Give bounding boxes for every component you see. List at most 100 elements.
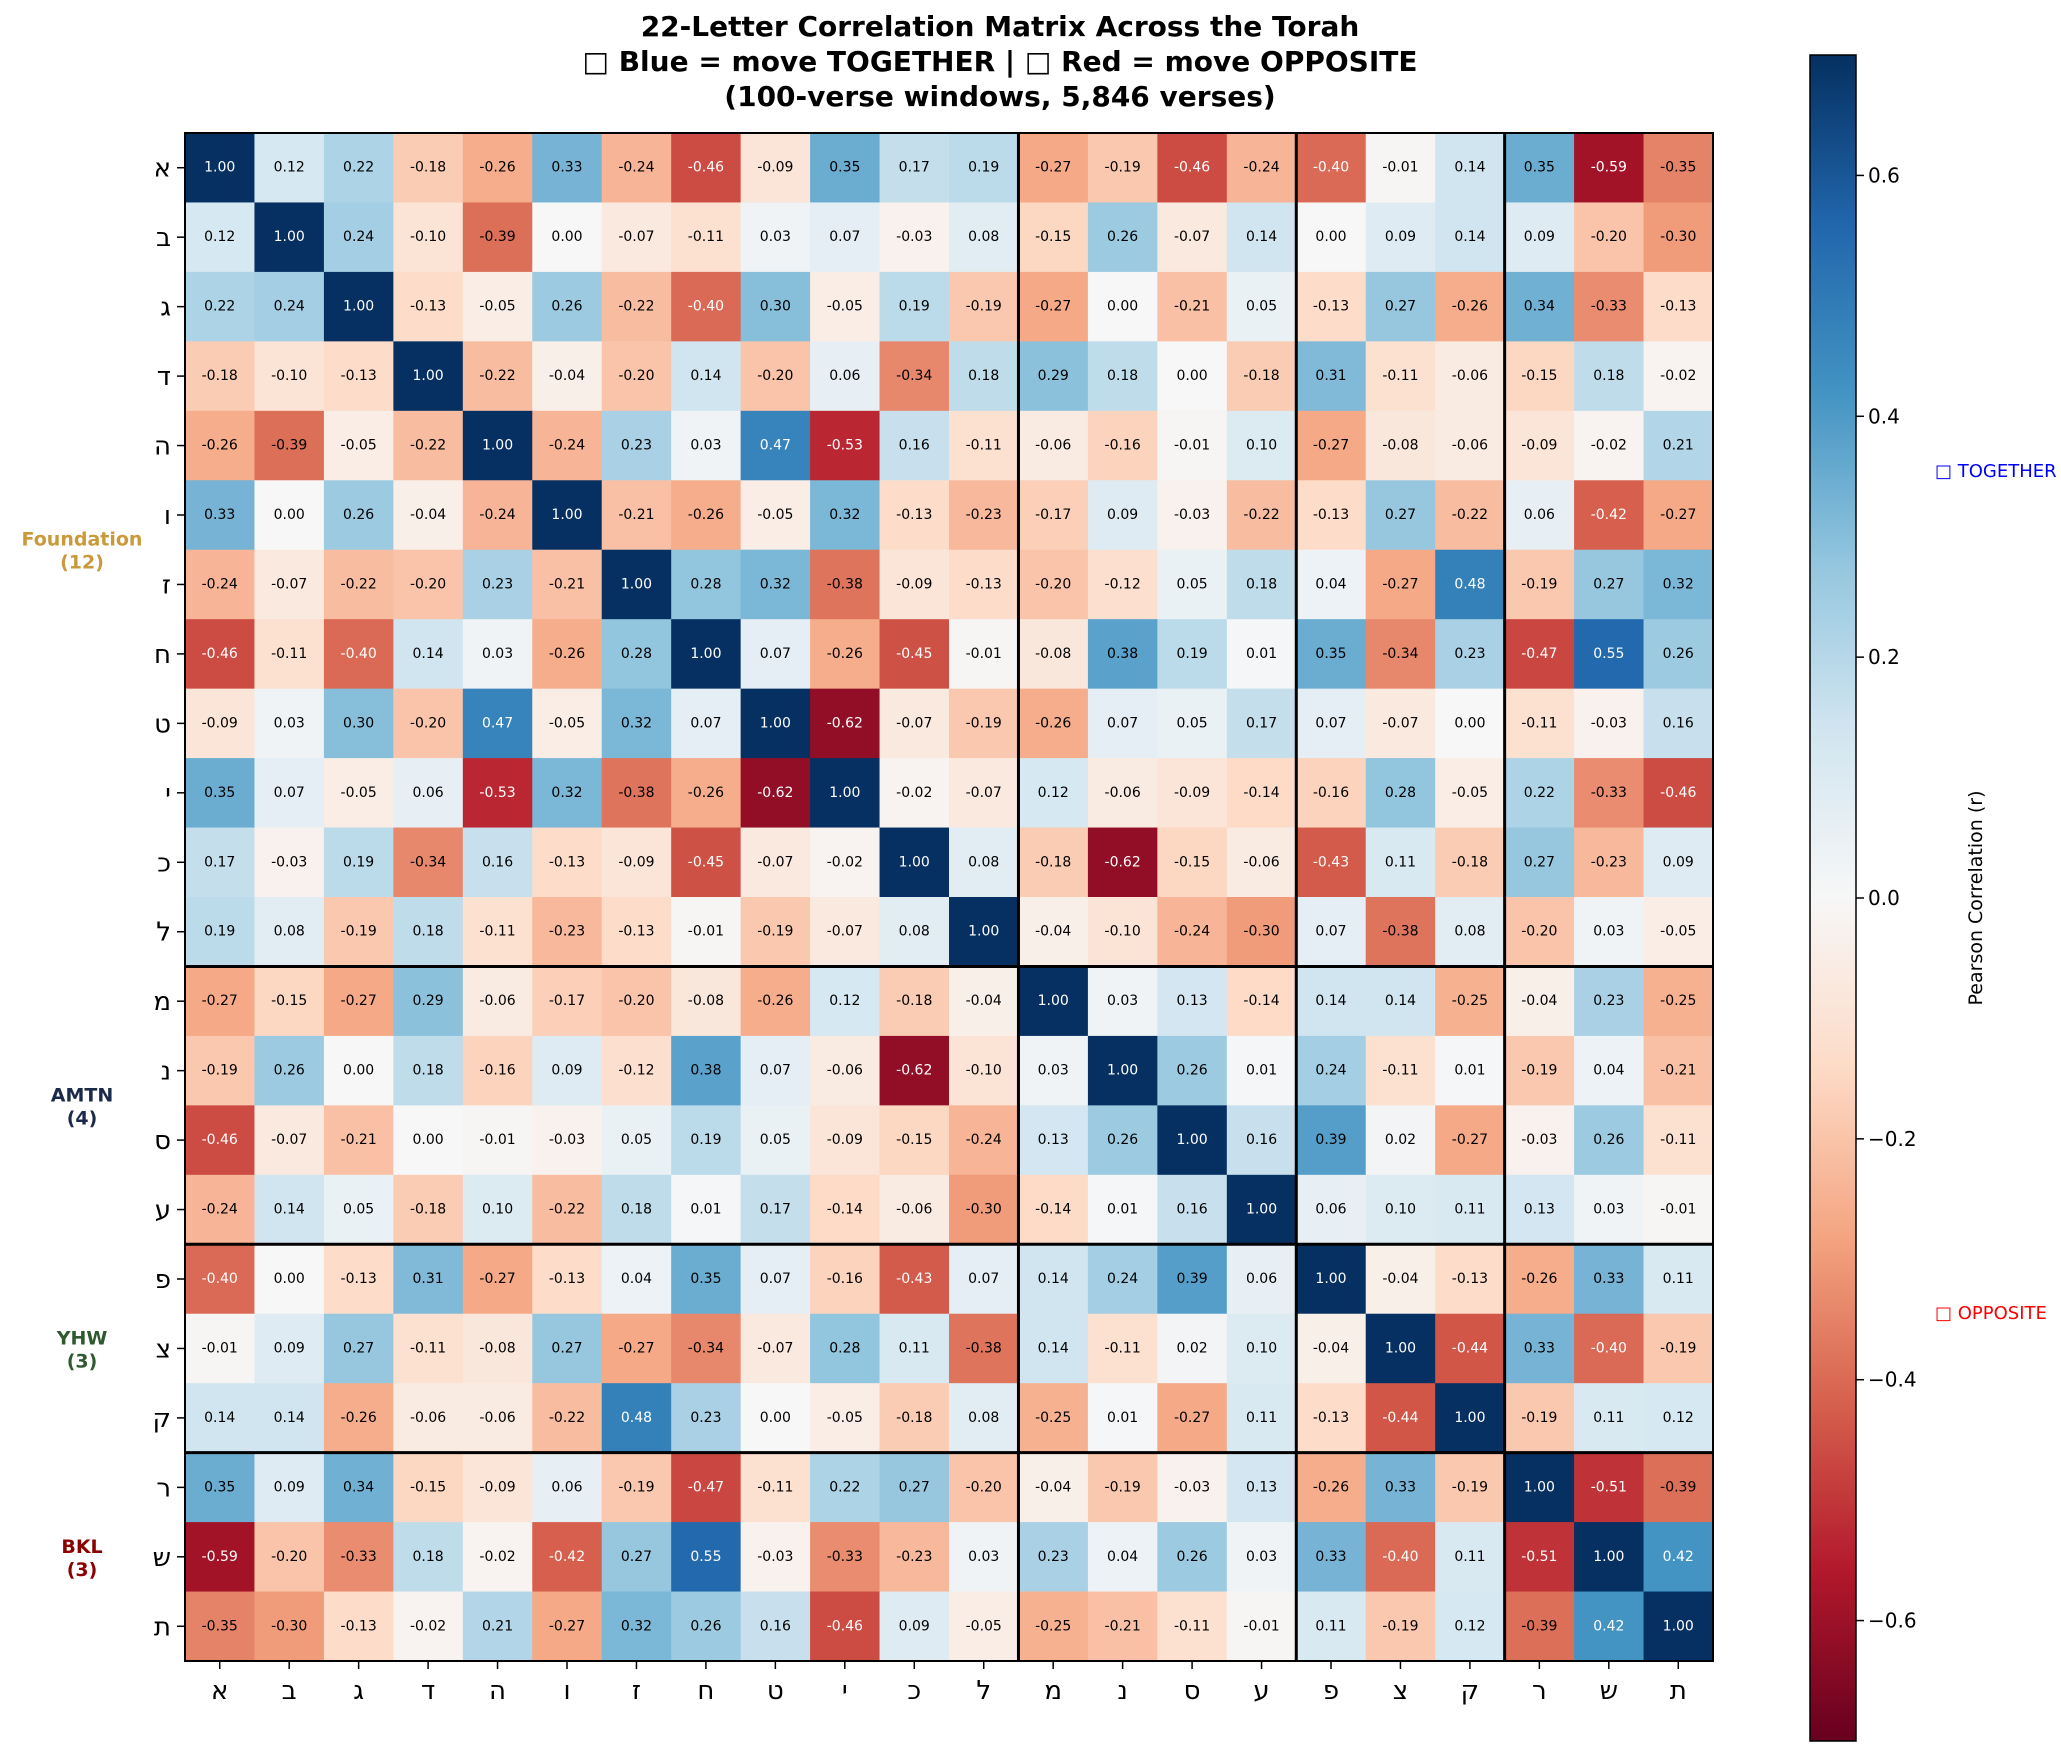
heatmap-cell (949, 1105, 1019, 1176)
heatmap-cell (1087, 1174, 1158, 1245)
heatmap-cell (323, 1522, 394, 1593)
heatmap-cell (1365, 341, 1436, 412)
cell-value-label: -0.30 (271, 1618, 307, 1634)
cell-value-label: -0.26 (1452, 299, 1488, 315)
cell-value-label: -0.22 (549, 1202, 585, 1218)
cell-value-label: -0.01 (1382, 160, 1418, 176)
heatmap-cell (1365, 202, 1436, 273)
cell-value-label: -0.04 (966, 993, 1002, 1009)
heatmap-cell (393, 758, 464, 829)
cell-value-label: -0.53 (827, 438, 863, 454)
cell-value-label: -0.01 (479, 1132, 515, 1148)
heatmap-cell (462, 133, 533, 203)
heatmap-cell (1435, 1105, 1506, 1176)
heatmap-cell (462, 480, 533, 551)
cell-value-label: 0.23 (1593, 993, 1624, 1009)
heatmap-cell (1504, 1522, 1575, 1593)
cell-value-label: -0.11 (1382, 368, 1418, 384)
heatmap-cell (532, 758, 603, 829)
y-tick-label: ט (154, 709, 171, 739)
heatmap-cell (393, 480, 464, 551)
cell-value-label: -0.16 (1105, 438, 1141, 454)
group-label-count: (3) (67, 1559, 98, 1581)
heatmap-cell (1157, 688, 1228, 759)
heatmap-cell (185, 1591, 255, 1662)
cell-value-label: 0.11 (1385, 854, 1416, 870)
cell-value-label: 0.26 (1107, 229, 1138, 245)
heatmap-cell (810, 271, 881, 342)
cell-value-label: 0.01 (1107, 1410, 1138, 1426)
cell-value-label: 0.02 (1177, 1340, 1208, 1356)
cell-value-label: -0.33 (1591, 299, 1627, 315)
cell-value-label: 0.07 (1315, 715, 1346, 731)
cell-value-label: -0.01 (1660, 1202, 1696, 1218)
heatmap-cell (740, 202, 811, 273)
cell-value-label: -0.23 (966, 507, 1002, 523)
cell-value-label: -0.15 (1035, 229, 1071, 245)
cell-value-label: 0.08 (274, 924, 305, 940)
heatmap-cell (879, 549, 950, 620)
heatmap-cell (1157, 341, 1228, 412)
colorbar-tick-label: 0.0 (1868, 886, 1900, 910)
cell-value-label: 0.11 (1246, 1410, 1277, 1426)
cell-value-label: -0.09 (827, 1132, 863, 1148)
heatmap-cell (1504, 133, 1575, 203)
cell-value-label: -0.13 (1313, 1410, 1349, 1426)
x-tick-label: י (842, 1676, 848, 1706)
heatmap-cell (1643, 133, 1714, 203)
heatmap-cell (1435, 549, 1506, 620)
cell-value-label: -0.22 (1452, 507, 1488, 523)
cell-value-label: -0.02 (1591, 438, 1627, 454)
heatmap-cell (1504, 341, 1575, 412)
heatmap-cell (1157, 549, 1228, 620)
cell-value-label: -0.18 (896, 1410, 932, 1426)
x-tick-label: צ (1393, 1676, 1408, 1706)
heatmap-cell (393, 202, 464, 273)
cell-value-label: -0.19 (966, 715, 1002, 731)
cell-value-label: 0.18 (1246, 576, 1277, 592)
heatmap-cell (879, 480, 950, 551)
heatmap-cell (601, 1591, 672, 1662)
heatmap-cell (532, 1313, 603, 1384)
cell-value-label: 0.00 (551, 229, 582, 245)
cell-value-label: 0.18 (413, 1063, 444, 1079)
cell-value-label: -0.26 (1035, 715, 1071, 731)
cell-value-label: -0.13 (341, 1271, 377, 1287)
cell-value-label: 0.06 (551, 1479, 582, 1495)
cell-value-label: -0.03 (271, 854, 307, 870)
heatmap-cell (185, 1452, 255, 1523)
cell-value-label: 0.29 (413, 993, 444, 1009)
cell-value-label: -0.18 (410, 160, 446, 176)
heatmap-cell (1365, 1452, 1436, 1523)
heatmap-cell (1435, 133, 1506, 203)
heatmap-cell (1504, 1313, 1575, 1384)
cell-value-label: 0.31 (1315, 368, 1346, 384)
heatmap-cell (462, 1383, 533, 1454)
heatmap-cell (1296, 1313, 1367, 1384)
cell-value-label: -0.30 (966, 1202, 1002, 1218)
heatmap-cell (1365, 480, 1436, 551)
cell-value-label: -0.15 (1174, 854, 1210, 870)
heatmap-cell (810, 202, 881, 273)
heatmap-cell (671, 966, 742, 1037)
heatmap-cell (1574, 1035, 1645, 1106)
cell-value-label: -0.11 (1660, 1132, 1696, 1148)
cell-value-label: -0.11 (1521, 715, 1557, 731)
heatmap-cell (740, 619, 811, 690)
cell-value-label: -0.02 (479, 1549, 515, 1565)
cell-value-label: -0.15 (896, 1132, 932, 1148)
heatmap-cell (671, 619, 742, 690)
cell-value-label: 0.32 (621, 1618, 652, 1634)
heatmap-cell (185, 897, 255, 967)
cell-value-label: -0.20 (1035, 576, 1071, 592)
heatmap-cell (671, 271, 742, 342)
heatmap-cell (1643, 1244, 1714, 1315)
y-tick-label: ו (164, 501, 171, 531)
heatmap-cell (1574, 1174, 1645, 1245)
heatmap-cell (323, 688, 394, 759)
heatmap-cell (740, 1591, 811, 1662)
cell-value-label: -0.02 (410, 1618, 446, 1634)
x-tick-label: ו (563, 1676, 570, 1706)
cell-value-label: 0.18 (1593, 368, 1624, 384)
x-tick-label: פ (1323, 1676, 1339, 1706)
